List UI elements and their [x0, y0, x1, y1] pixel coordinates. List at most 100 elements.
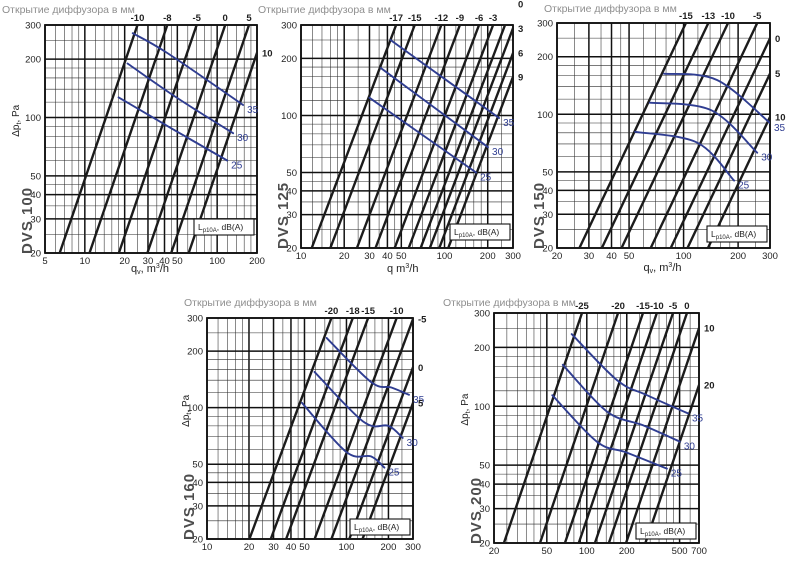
- opening-line--20: [248, 318, 333, 539]
- x-tick-100: 100: [676, 251, 692, 262]
- chart-dvs-200: 35 30 25 -25 -20 -15 -10 -5 0 10 20 300 200 100 50 40 30…: [443, 297, 715, 557]
- x-tick-200: 200: [730, 251, 746, 262]
- x-tick-700: 700: [691, 546, 707, 557]
- opening-line--15: [284, 318, 370, 539]
- x-tick-30: 30: [143, 256, 154, 267]
- db-box: [706, 225, 768, 243]
- db-box: [635, 522, 697, 540]
- db-box: [449, 223, 511, 241]
- noise-level-label-30: 30: [407, 438, 419, 449]
- opening-label--20: -20: [325, 306, 339, 317]
- x-tick-200: 200: [249, 256, 265, 267]
- noise-curve-25: [301, 401, 386, 469]
- opening-line-0: [669, 35, 770, 248]
- grid: [493, 312, 700, 544]
- opening-line--5: [117, 25, 198, 253]
- opening-lines: [502, 313, 699, 543]
- model-label-dvs-160: DVS 160: [181, 473, 198, 540]
- x-tick-40: 40: [286, 542, 297, 553]
- y-tick-20: 20: [479, 539, 490, 550]
- noise-curve-30: [313, 370, 404, 439]
- y-tick-30: 30: [192, 501, 203, 512]
- y-tick-300: 300: [281, 21, 297, 32]
- x-tick-30: 30: [268, 542, 279, 553]
- opening-label--15: -15: [408, 13, 422, 24]
- opening-title: Открытие диффузора в мм: [184, 297, 317, 309]
- noise-curves: [551, 333, 689, 470]
- opening-line-9: [447, 73, 513, 248]
- x-axis-label: qv, m3/h: [131, 263, 169, 276]
- opening-line--15: [563, 313, 645, 543]
- grid: [44, 24, 258, 254]
- plot-border: [300, 24, 514, 249]
- plot-border: [206, 317, 414, 540]
- opening-label--25: -25: [575, 301, 589, 312]
- x-tick-500: 500: [672, 546, 688, 557]
- model-label-dvs-150: DVS 150: [531, 182, 548, 249]
- plot-border: [493, 312, 700, 544]
- opening-label--9: -9: [456, 13, 464, 24]
- noise-curves: [634, 72, 770, 182]
- opening-label-0: 0: [518, 0, 523, 10]
- y-tick-300: 300: [25, 21, 41, 32]
- y-tick-300: 300: [187, 314, 203, 325]
- noise-level-label-25: 25: [480, 173, 492, 184]
- opening-line-10: [624, 324, 699, 543]
- opening-label--10: -10: [650, 301, 664, 312]
- opening-label--10: -10: [390, 306, 404, 317]
- y-tick-40: 40: [479, 480, 490, 491]
- opening-line--15: [329, 25, 416, 248]
- opening-label-20: 20: [704, 381, 715, 392]
- x-axis-label: qv, m3/h: [644, 262, 682, 275]
- opening-label--20: -20: [611, 301, 625, 312]
- y-tick-100: 100: [25, 113, 41, 124]
- opening-line--9: [374, 25, 462, 248]
- y-tick-50: 50: [542, 167, 553, 178]
- x-tick-50: 50: [172, 256, 183, 267]
- x-tick-100: 100: [209, 256, 225, 267]
- opening-label-9: 9: [518, 72, 523, 83]
- opening-title: Открытие диффузора в мм: [544, 3, 677, 15]
- model-label-dvs-125: DVS 125: [275, 182, 292, 249]
- y-tick-30: 30: [286, 210, 297, 221]
- opening-line-5: [170, 25, 251, 253]
- db-box-label: Lp10A, dB(A): [198, 222, 243, 234]
- noise-level-label-35: 35: [247, 105, 259, 116]
- y-tick-200: 200: [281, 54, 297, 65]
- opening-label-0: 0: [418, 363, 423, 374]
- opening-label-0: 0: [775, 34, 780, 45]
- db-box-label: Lp10A, dB(A): [454, 227, 499, 239]
- x-tick-50: 50: [396, 251, 407, 262]
- y-tick-100: 100: [281, 111, 297, 122]
- x-tick-100: 100: [339, 542, 355, 553]
- x-tick-30: 30: [584, 251, 595, 262]
- noise-level-label-25: 25: [671, 469, 683, 480]
- x-tick-10: 10: [202, 542, 213, 553]
- y-tick-50: 50: [192, 460, 203, 471]
- y-tick-50: 50: [479, 461, 490, 472]
- x-tick-10: 10: [80, 256, 91, 267]
- x-tick-10: 10: [296, 251, 307, 262]
- x-tick-200: 200: [381, 542, 397, 553]
- x-tick-200: 200: [619, 546, 635, 557]
- opening-line--12: [355, 25, 443, 248]
- opening-line-6: [438, 49, 513, 248]
- y-axis-label: Δpt, Pa: [11, 104, 23, 136]
- noise-curve-30: [561, 363, 681, 443]
- opening-line--8: [88, 25, 169, 253]
- opening-label-0: 0: [684, 301, 689, 312]
- opening-line-0: [607, 313, 689, 543]
- noise-curves: [117, 32, 245, 162]
- y-axis-label: Δpt, Pa: [460, 393, 472, 425]
- opening-label--15: -15: [361, 306, 375, 317]
- opening-label--10: -10: [721, 11, 735, 22]
- opening-label--5: -5: [192, 13, 201, 24]
- x-tick-40: 40: [382, 251, 393, 262]
- opening-label--15: -15: [679, 11, 693, 22]
- noise-level-label-30: 30: [237, 133, 249, 144]
- x-tick-20: 20: [489, 546, 500, 557]
- opening-label-5: 5: [418, 398, 424, 409]
